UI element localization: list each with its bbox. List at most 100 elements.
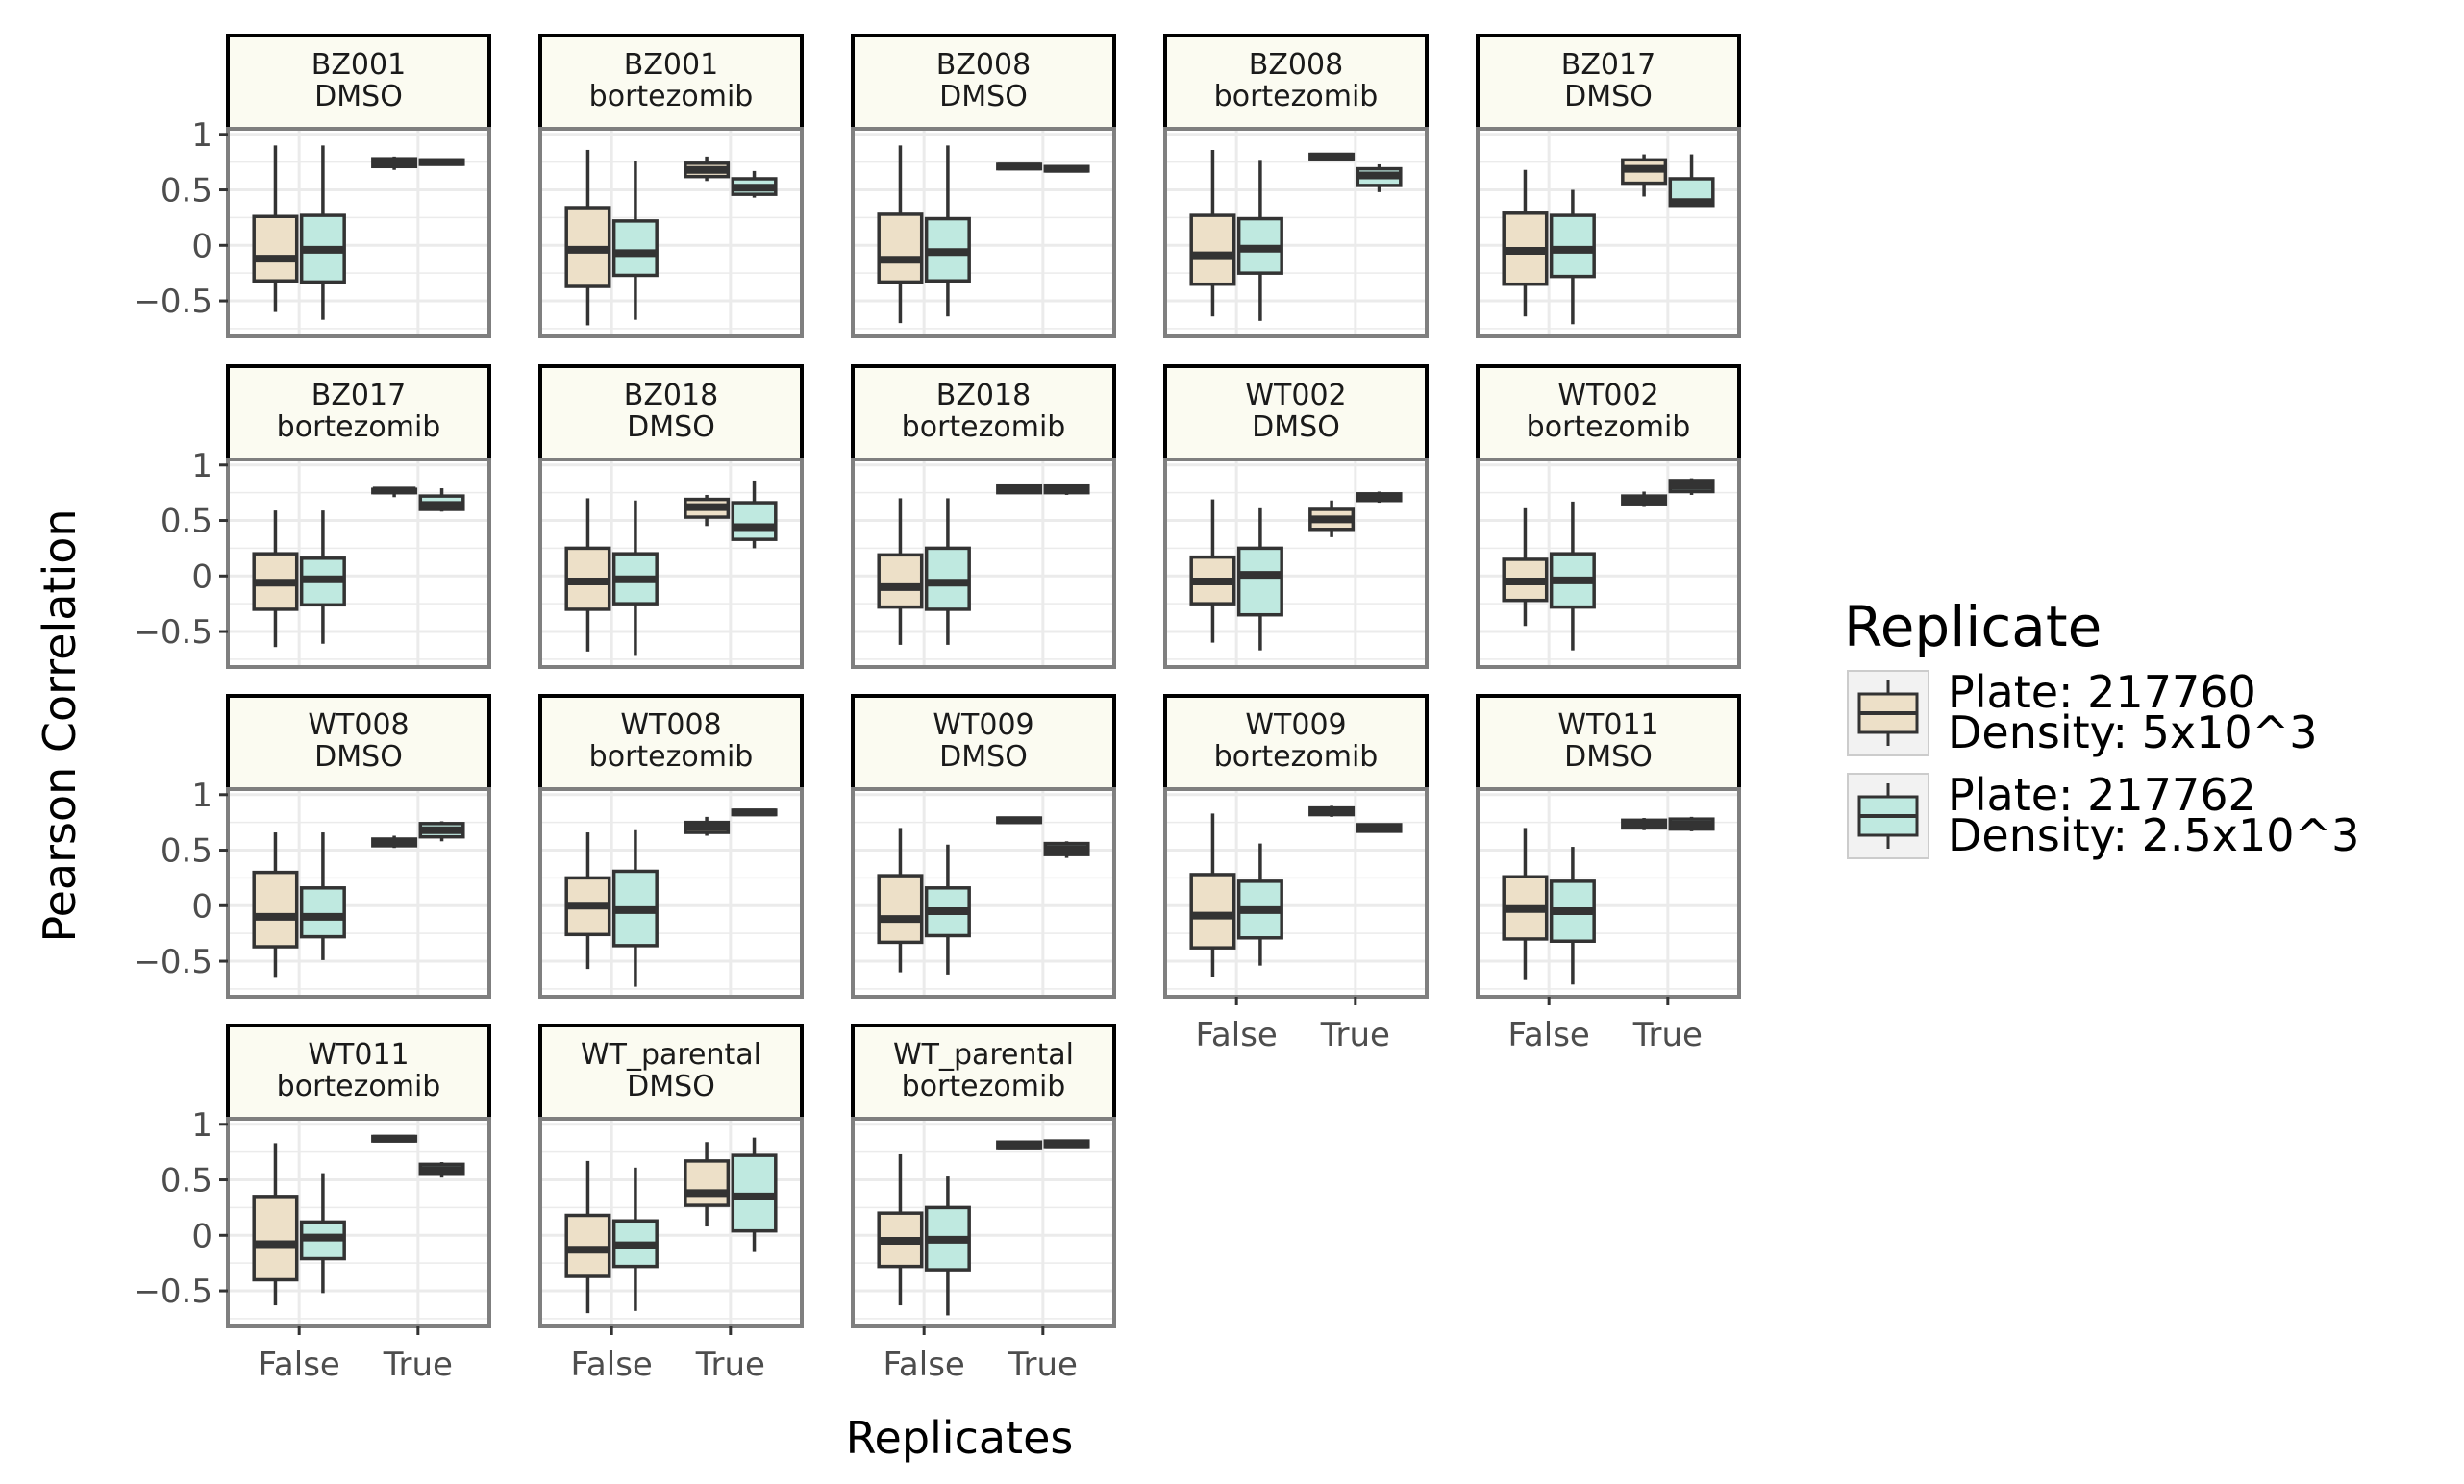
facet-strip: [226, 694, 491, 791]
box-false-rep2: [611, 500, 659, 656]
y-tick-label: 0.5: [161, 503, 212, 541]
box-body: [1236, 546, 1283, 617]
y-tick-label: 0.5: [161, 832, 212, 871]
box-false-rep1: [1189, 813, 1236, 977]
box-false-rep2: [924, 1176, 971, 1316]
facet-strip-label: DMSO: [627, 1070, 715, 1103]
box-true-rep2: [1043, 483, 1090, 495]
box-false-rep2: [611, 161, 659, 320]
box-true-rep2: [1668, 154, 1715, 208]
panel-border: [226, 1117, 491, 1328]
facet-strip: [226, 364, 491, 461]
box-body: [877, 874, 924, 945]
x-tick-label: True: [383, 1346, 453, 1384]
box-true-rep1: [371, 486, 418, 498]
panel-border: [851, 787, 1116, 999]
x-tick-label: False: [1508, 1016, 1590, 1054]
box-true-rep2: [418, 1162, 465, 1178]
panel-border: [538, 1117, 804, 1328]
legend-label-line2: Density: 2.5x10^3: [1948, 809, 2359, 861]
panel-border: [538, 787, 804, 999]
box-body: [684, 1159, 731, 1207]
y-tick-label: −0.5: [133, 283, 212, 321]
facet-strip: [1163, 694, 1429, 791]
box-false-rep2: [924, 844, 971, 975]
box-false-rep2: [1236, 160, 1283, 321]
box-true-rep2: [731, 1137, 778, 1252]
box-false-rep1: [564, 1160, 611, 1314]
box-true-rep1: [1308, 152, 1356, 161]
facet-strip-label: bortezomib: [277, 1070, 441, 1103]
facet-strip-label: BZ017: [311, 379, 406, 412]
facet-strip-label: DMSO: [314, 740, 403, 774]
box-false-rep1: [1502, 828, 1549, 980]
facet-strip: [1476, 694, 1741, 791]
box-true-rep1: [996, 162, 1043, 171]
x-tick-label: True: [695, 1346, 765, 1384]
y-tick-label: 0: [191, 227, 212, 265]
legend-label-line1: Plate: 217762: [1948, 769, 2256, 821]
box-body: [1189, 873, 1236, 950]
y-tick-label: −0.5: [133, 613, 212, 652]
facet-strip: [851, 694, 1116, 791]
panel-border: [1476, 787, 1741, 999]
panel-border: [1476, 127, 1741, 338]
box-true-rep2: [1356, 163, 1403, 192]
box-true-rep1: [996, 816, 1043, 825]
box-false-rep2: [1236, 507, 1283, 651]
box-false-rep2: [299, 510, 346, 644]
box-false-rep2: [1549, 847, 1596, 985]
facet-strip: [538, 34, 804, 131]
panel-border: [1163, 458, 1429, 669]
box-false-rep1: [252, 1143, 299, 1306]
facet-strip-label: BZ008: [1249, 48, 1343, 82]
box-true-rep1: [1308, 500, 1356, 537]
y-tick-label: 0.5: [161, 172, 212, 210]
box-false-rep2: [299, 1173, 346, 1294]
box-true-rep1: [684, 816, 731, 836]
panel-border: [851, 458, 1116, 669]
box-body: [252, 1195, 299, 1282]
x-tick-label: False: [884, 1346, 965, 1384]
box-false-rep2: [299, 145, 346, 320]
box-false-rep1: [252, 510, 299, 648]
facet-strip-label: BZ017: [1561, 48, 1655, 82]
box-false-rep2: [1236, 843, 1283, 966]
y-tick-label: 0: [191, 557, 212, 596]
facet-strip: [1163, 364, 1429, 461]
box-true-rep2: [1043, 1139, 1090, 1149]
x-tick-label: True: [1320, 1016, 1390, 1054]
box-true-rep2: [1668, 816, 1715, 831]
facet-strip-label: DMSO: [1564, 740, 1653, 774]
box-false-rep2: [611, 1167, 659, 1311]
box-true-rep1: [1621, 154, 1668, 197]
y-tick-label: 1: [191, 777, 212, 815]
box-false-rep1: [877, 828, 924, 973]
panel-border: [538, 127, 804, 338]
facet-strip: [851, 34, 1116, 131]
box-body: [1189, 213, 1236, 286]
box-body: [252, 214, 299, 283]
facet-strip-label: bortezomib: [902, 1070, 1066, 1103]
facet-strip-label: WT002: [1245, 379, 1346, 412]
box-true-rep2: [731, 170, 778, 198]
panel-border: [226, 458, 491, 669]
box-true-rep2: [418, 488, 465, 512]
box-false-rep2: [1549, 501, 1596, 651]
box-true-rep1: [684, 1142, 731, 1227]
facet-strip: [538, 694, 804, 791]
box-false-rep1: [1189, 499, 1236, 643]
box-true-rep1: [1621, 818, 1668, 830]
box-body: [877, 553, 924, 609]
facet-strip-label: WT_parental: [581, 1038, 761, 1072]
facet-strip-label: DMSO: [939, 740, 1028, 774]
box-false-rep1: [1189, 149, 1236, 317]
box-body: [299, 886, 346, 939]
